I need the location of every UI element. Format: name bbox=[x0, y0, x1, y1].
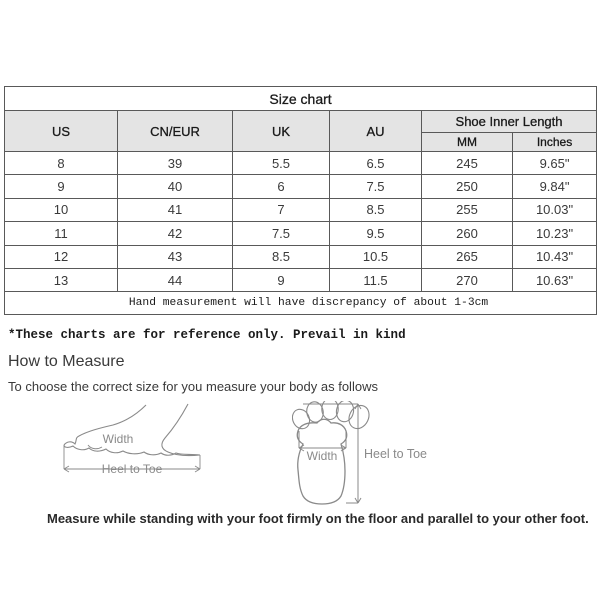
svg-text:Width: Width bbox=[307, 449, 338, 463]
svg-text:Heel to Toe: Heel to Toe bbox=[364, 447, 427, 461]
svg-text:Heel to Toe: Heel to Toe bbox=[102, 462, 163, 476]
svg-text:Width: Width bbox=[103, 432, 134, 446]
